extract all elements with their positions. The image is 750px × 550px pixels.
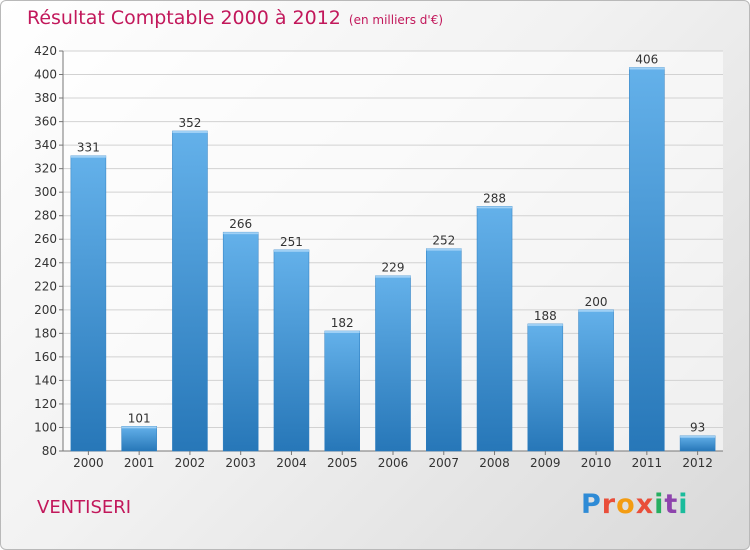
y-tick-label: 340 <box>34 138 57 152</box>
y-tick-label: 100 <box>34 420 57 434</box>
y-tick-label: 120 <box>34 397 57 411</box>
bar-value-label: 331 <box>77 141 100 155</box>
logo-letter: x <box>635 489 655 520</box>
y-tick-label: 260 <box>34 232 57 246</box>
x-tick-label: 2005 <box>327 456 358 470</box>
bar-highlight <box>70 155 106 158</box>
bar-value-label: 251 <box>280 235 303 249</box>
bar-value-label: 229 <box>382 261 405 275</box>
y-tick-label: 180 <box>34 326 57 340</box>
bar-highlight <box>273 249 309 252</box>
chart-subtitle: (en milliers d'€) <box>348 13 444 27</box>
bar <box>426 248 462 452</box>
chart-title: Résultat Comptable 2000 à 2012 (en millie… <box>27 7 443 29</box>
x-tick-label: 2011 <box>632 456 663 470</box>
bar-highlight <box>223 232 259 235</box>
bar <box>172 130 208 452</box>
bar-value-label: 266 <box>229 217 252 231</box>
x-tick-label: 2009 <box>530 456 561 470</box>
bar <box>273 249 310 452</box>
x-tick-label: 2001 <box>124 456 155 470</box>
logo-letter: i <box>654 489 665 520</box>
x-tick-label: 2002 <box>175 456 206 470</box>
bar-highlight <box>324 331 360 333</box>
bar-highlight <box>578 309 614 312</box>
y-tick-label: 220 <box>34 279 57 293</box>
bar-value-label: 288 <box>483 191 506 205</box>
bar-highlight <box>426 248 462 251</box>
x-tick-label: 2004 <box>276 456 307 470</box>
logo-letter: i <box>678 489 689 520</box>
bar-highlight <box>121 426 157 429</box>
bar <box>629 67 665 452</box>
x-tick-label: 2006 <box>378 456 409 470</box>
bar-value-label: 188 <box>534 309 557 323</box>
y-tick-label: 360 <box>34 115 57 129</box>
bar-highlight <box>629 67 665 70</box>
y-tick-label: 240 <box>34 256 57 270</box>
y-tick-label: 200 <box>34 303 57 317</box>
y-tick-label: 160 <box>34 350 57 364</box>
logo-letter: t <box>664 489 679 520</box>
bar-value-label: 93 <box>690 421 705 435</box>
commune-name: VENTISERI <box>37 497 132 518</box>
bar-value-label: 101 <box>128 411 151 425</box>
bar-highlight <box>172 131 208 133</box>
bar <box>121 426 157 452</box>
logo-letter: P <box>581 489 602 520</box>
x-tick-label: 2003 <box>225 456 256 470</box>
bar-value-label: 200 <box>585 295 608 309</box>
bar-value-label: 252 <box>432 234 455 248</box>
y-tick-label: 420 <box>34 44 57 58</box>
bar-highlight <box>375 275 411 278</box>
y-tick-label: 80 <box>42 444 57 458</box>
bar <box>679 435 716 452</box>
y-tick-label: 300 <box>34 185 57 199</box>
y-tick-label: 140 <box>34 373 57 387</box>
y-tick-label: 280 <box>34 209 57 223</box>
bar <box>324 330 360 452</box>
x-tick-label: 2012 <box>682 456 713 470</box>
x-tick-label: 2000 <box>73 456 104 470</box>
bar-value-label: 406 <box>635 52 658 66</box>
bar <box>578 309 614 452</box>
bar-highlight <box>527 323 563 326</box>
bar-highlight <box>477 206 513 209</box>
chart-title-text: Résultat Comptable 2000 à 2012 <box>27 7 341 29</box>
bar-highlight <box>680 435 716 438</box>
logo-letter: r <box>601 489 617 520</box>
y-tick-label: 380 <box>34 91 57 105</box>
bar <box>70 155 107 452</box>
bar <box>222 231 259 452</box>
x-tick-label: 2008 <box>479 456 510 470</box>
y-tick-label: 320 <box>34 162 57 176</box>
y-tick-label: 400 <box>34 68 57 82</box>
bar-value-label: 182 <box>331 316 354 330</box>
bar <box>476 206 513 452</box>
x-tick-label: 2007 <box>428 456 459 470</box>
bar <box>375 275 411 452</box>
bar <box>527 323 564 452</box>
logo-letter: o <box>616 489 636 520</box>
bar-value-label: 352 <box>178 116 201 130</box>
proxiti-logo: Proxiti <box>581 489 689 520</box>
x-tick-label: 2010 <box>581 456 612 470</box>
